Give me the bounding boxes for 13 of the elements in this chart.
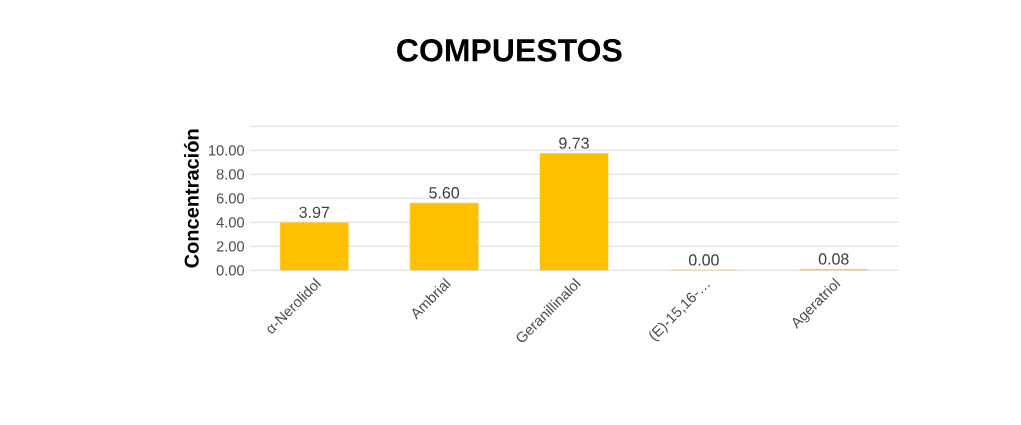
y-tick-label: 2.00 <box>216 241 245 252</box>
y-axis-title: Concentración <box>183 129 199 268</box>
y-tick-label: 10.00 <box>209 145 245 156</box>
y-tick-label: 4.00 <box>216 217 245 228</box>
y-tick-label: 8.00 <box>216 169 245 180</box>
data-label: 0.00 <box>688 254 719 266</box>
data-label: 5.60 <box>429 187 460 199</box>
y-tick-label: 6.00 <box>216 193 245 204</box>
data-label: 0.08 <box>818 253 849 265</box>
data-label: 3.97 <box>299 206 330 218</box>
data-label: 9.73 <box>559 137 589 149</box>
chart-title: COMPUESTOS <box>397 39 622 62</box>
y-tick-label: 0.00 <box>216 265 245 276</box>
